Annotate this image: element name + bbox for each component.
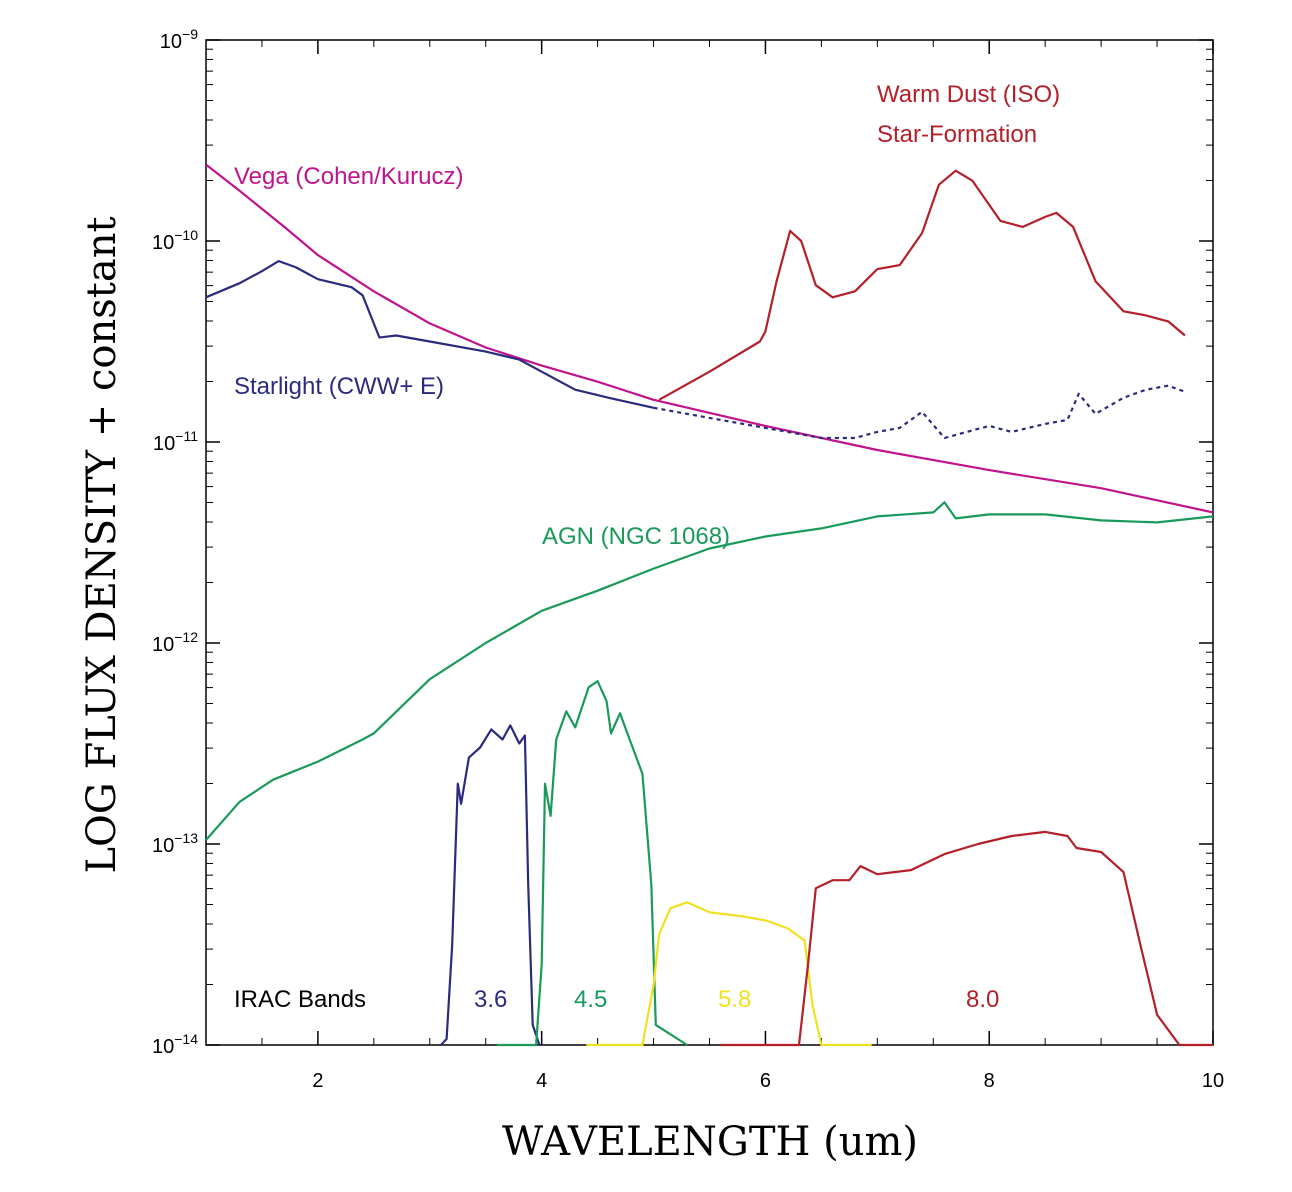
band-5-8-label: 5.8 <box>718 986 751 1013</box>
y-tick-label: 10−11 <box>153 428 198 455</box>
irac-bands-label: IRAC Bands <box>234 986 366 1013</box>
agn-curve <box>205 501 1214 841</box>
y-tick-label: 10−14 <box>152 1031 198 1058</box>
band58-curve <box>586 901 872 1047</box>
y-tick-label: 10−9 <box>160 26 198 53</box>
y-axis-title: LOG FLUX DENSITY + constant <box>79 216 125 873</box>
x-tick-label: 2 <box>312 1070 323 1092</box>
star-formation-label: Star-Formation <box>877 121 1037 148</box>
y-tick-label: 10−12 <box>152 629 198 656</box>
agn-label: AGN (NGC 1068) <box>542 523 730 550</box>
x-tick-label: 8 <box>984 1070 995 1092</box>
x-tick-label: 6 <box>760 1070 771 1092</box>
irac-bands <box>440 680 1213 1047</box>
starlight-curve <box>205 260 654 409</box>
band-3-6-label: 3.6 <box>474 986 507 1013</box>
y-tick-label: 10−13 <box>152 830 198 857</box>
warmdust-curve <box>658 169 1186 401</box>
band80-curve <box>720 830 1213 1047</box>
x-axis: 2 4 6 8 10 <box>261 40 1224 1092</box>
x-tick-label: 4 <box>536 1070 547 1092</box>
vega-label: Vega (Cohen/Kurucz) <box>234 163 463 190</box>
x-tick-label: 10 <box>1202 1070 1224 1092</box>
band-8-0-label: 8.0 <box>966 986 999 1013</box>
band36-curve <box>440 724 541 1046</box>
vega-curve <box>205 163 1214 514</box>
y-axis: 10−14 10−13 10−12 10−11 10−10 10−9 <box>152 26 1213 1058</box>
spectra-series <box>205 163 1214 841</box>
x-axis-title: WAVELENGTH (um) <box>502 1119 918 1165</box>
band45-curve <box>496 680 688 1047</box>
starlight_ext-curve <box>653 384 1186 440</box>
warm-dust-label: Warm Dust (ISO) <box>877 81 1060 108</box>
y-tick-label: 10−10 <box>152 227 198 254</box>
starlight-label: Starlight (CWW+ E) <box>234 373 444 400</box>
band-4-5-label: 4.5 <box>574 986 607 1013</box>
